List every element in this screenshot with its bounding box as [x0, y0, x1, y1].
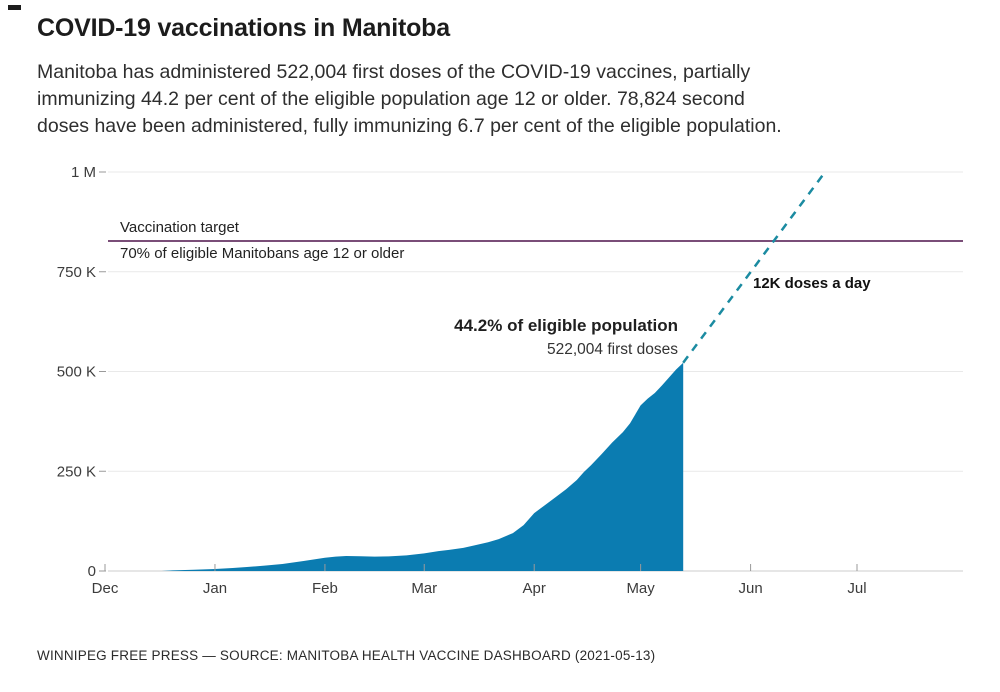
- y-axis-tick-label: 250 K: [57, 463, 96, 480]
- series-layer: [108, 171, 963, 571]
- y-axis-tick-label: 750 K: [57, 264, 96, 281]
- axes-layer: 0 250 K 500 K 750 K 1 M Dec Jan Feb Mar Apr May Jun…: [57, 164, 867, 597]
- y-axis-tick-label: 0: [88, 563, 96, 580]
- page-title: COVID-19 vaccinations in Manitoba: [37, 14, 450, 42]
- header: COVID-19 vaccinations in Manitoba Manito…: [37, 14, 967, 140]
- chart-description: Manitoba has administered 522,004 first …: [37, 59, 967, 140]
- annotation-doses: 522,004 first doses: [547, 341, 678, 358]
- description-line-3: doses have been administered, fully immu…: [37, 115, 782, 137]
- description-line-2: immunizing 44.2 per cent of the eligible…: [37, 88, 745, 110]
- x-axis-tick-label: Feb: [312, 580, 338, 597]
- x-axis-tick-label: Jun: [738, 580, 762, 597]
- vaccination-chart: 0 250 K 500 K 750 K 1 M Dec Jan Feb Mar Apr May Jun…: [0, 150, 1000, 615]
- x-axis-tick-label: Mar: [411, 580, 437, 597]
- area-chart-canvas: 0 250 K 500 K 750 K 1 M Dec Jan Feb Mar Apr May Jun…: [57, 164, 963, 597]
- description-line-1: Manitoba has administered 522,004 first …: [37, 61, 751, 83]
- y-axis-tick-label: 1 M: [71, 164, 96, 181]
- first-doses-area: [161, 362, 684, 571]
- projection-rate-label: 12K doses a day: [753, 275, 871, 292]
- x-axis-tick-label: Jan: [203, 580, 227, 597]
- target-line-sublabel: 70% of eligible Manitobans age 12 or old…: [120, 245, 404, 262]
- annotation-percent: 44.2% of eligible population: [454, 316, 678, 335]
- target-line-label: Vaccination target: [120, 219, 240, 236]
- x-axis-tick-label: Apr: [523, 580, 546, 597]
- source-attribution: WINNIPEG FREE PRESS — SOURCE: MANITOBA H…: [37, 648, 656, 663]
- x-axis-tick-label: Dec: [92, 580, 119, 597]
- projection-dashed-line: [682, 171, 827, 364]
- corner-mark: [8, 5, 21, 10]
- gridlines-layer: [108, 171, 963, 572]
- y-axis-tick-label: 500 K: [57, 364, 96, 381]
- x-axis-tick-label: Jul: [847, 580, 866, 597]
- x-axis-tick-label: May: [626, 580, 655, 597]
